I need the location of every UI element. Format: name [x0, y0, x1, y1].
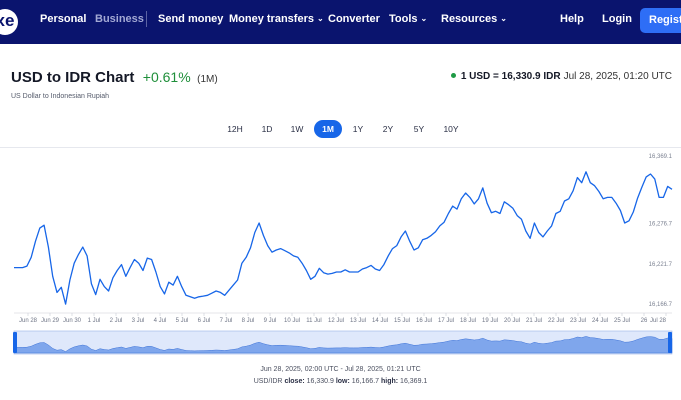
x-tick-label: 18 Jul: [460, 318, 476, 324]
section-divider: [0, 147, 681, 148]
y-tick-label: 16,369.1: [649, 154, 673, 160]
x-tick-label: Jul 28: [650, 318, 667, 324]
nav-business[interactable]: Business: [95, 13, 144, 25]
chevron-down-icon: ⌄: [420, 14, 428, 23]
nav-money-transfers-label: Money transfers: [229, 13, 314, 25]
x-tick-label: 6 Jul: [198, 318, 211, 324]
high-value: 16,369.1: [400, 378, 428, 385]
nav-divider: [146, 11, 147, 27]
y-tick-label: 16,166.7: [649, 302, 673, 308]
tab-12h[interactable]: 12H: [227, 124, 243, 134]
live-rate: 1 USD = 16,330.9 IDR Jul 28, 2025, 01:20 …: [450, 71, 672, 82]
x-tick-label: 5 Jul: [176, 318, 189, 324]
nav-converter[interactable]: Converter: [328, 13, 380, 25]
x-tick-label: 13 Jul: [350, 318, 366, 324]
nav-resources-label: Resources: [441, 13, 498, 25]
nav-help[interactable]: Help: [560, 13, 584, 25]
high-label: high:: [380, 378, 399, 385]
x-tick-label: 9 Jul: [264, 318, 277, 324]
tab-5y[interactable]: 5Y: [413, 124, 425, 134]
x-tick-label: 15 Jul: [394, 318, 410, 324]
x-tick-label: 26: [641, 318, 648, 324]
y-tick-label: 16,276.7: [649, 222, 673, 228]
x-tick-label: Jun 30: [63, 318, 82, 324]
x-tick-label: 7 Jul: [220, 318, 233, 324]
x-tick-label: 23 Jul: [570, 318, 586, 324]
x-tick-label: 14 Jul: [372, 318, 388, 324]
low-label: low:: [335, 378, 350, 385]
x-tick-label: 1 Jul: [88, 318, 101, 324]
chart-heading: USD to IDR Chart +0.61% (1M): [11, 69, 218, 87]
percent-change: +0.61%: [142, 69, 191, 85]
nav-tools-label: Tools: [389, 13, 418, 25]
nav-tools[interactable]: Tools ⌄: [389, 13, 427, 25]
rate-series-line: [14, 171, 673, 305]
page-title: USD to IDR Chart: [11, 69, 135, 86]
x-tick-label: 10 Jul: [284, 318, 300, 324]
tab-1w[interactable]: 1W: [290, 124, 304, 134]
x-tick-label: 19 Jul: [482, 318, 498, 324]
x-tick-label: 21 Jul: [526, 318, 542, 324]
tab-1d[interactable]: 1D: [261, 124, 273, 134]
navigator-left-handle[interactable]: [13, 332, 17, 353]
tab-10y[interactable]: 10Y: [443, 124, 459, 134]
x-tick-label: 24 Jul: [592, 318, 608, 324]
rate-timestamp: Jul 28, 2025, 01:20 UTC: [563, 71, 672, 82]
x-tick-label: 11 Jul: [306, 318, 322, 324]
rate-chart[interactable]: 16,166.716,221.716,276.716,369.1 Jun 28 J…: [0, 148, 681, 358]
tab-2y[interactable]: 2Y: [382, 124, 394, 134]
low-value: 16,166.7: [351, 378, 380, 385]
close-value: 16,330.9: [306, 378, 334, 385]
x-tick-label: 17 Jul: [438, 318, 454, 324]
chevron-down-icon: ⌄: [316, 14, 324, 23]
x-tick-label: 22 Jul: [548, 318, 564, 324]
x-tick-label: 20 Jul: [504, 318, 520, 324]
chevron-down-icon: ⌄: [500, 14, 507, 23]
live-dot-icon: [450, 73, 456, 78]
x-tick-label: 16 Jul: [416, 318, 432, 324]
x-tick-label: Jun 28: [19, 318, 38, 324]
nav-send-money[interactable]: Send money: [158, 13, 224, 25]
tab-1m[interactable]: 1M: [314, 120, 342, 138]
x-tick-label: 2 Jul: [110, 318, 123, 324]
x-tick-label: 25 Jul: [614, 318, 630, 324]
close-label: close:: [284, 378, 305, 385]
x-tick-label: 3 Jul: [132, 318, 145, 324]
change-period: (1M): [197, 74, 218, 85]
current-rate: 1 USD = 16,330.9 IDR: [460, 71, 561, 82]
nav-resources[interactable]: Resources ⌄: [441, 13, 507, 25]
y-tick-label: 16,221.7: [649, 262, 673, 268]
x-tick-label: 12 Jul: [328, 318, 344, 324]
pair-label: USD/IDR: [253, 378, 283, 385]
nav-money-transfers[interactable]: Money transfers ⌄: [229, 13, 324, 25]
y-axis-labels: 16,166.7 16,221.7 16,276.7 16,369.1: [649, 154, 673, 308]
date-range: Jun 28, 2025, 02:00 UTC - Jul 28, 2025, …: [260, 366, 421, 373]
navigator-area: [13, 336, 673, 354]
page-subtitle: US Dollar to Indonesian Rupiah: [11, 93, 110, 100]
nav-login[interactable]: Login: [602, 13, 632, 25]
nav-personal[interactable]: Personal: [40, 13, 87, 25]
tab-1y[interactable]: 1Y: [352, 124, 364, 134]
register-button[interactable]: Registe: [640, 8, 681, 33]
x-tick-label: Jun 29: [41, 318, 60, 324]
top-navigation: xe Personal Business Send money Money tr…: [0, 0, 681, 44]
summary-stats: USD/IDR close: 16,330.9 low: 16,166.7 hi…: [0, 378, 681, 385]
x-tick-label: 4 Jul: [154, 318, 167, 324]
x-axis-labels: Jun 28 Jun 29 Jun 30 1 Jul 2 Jul 3 Jul 4 Jul 5 …: [19, 313, 667, 324]
navigator-right-handle[interactable]: [668, 332, 672, 353]
x-tick-label: 8 Jul: [242, 318, 255, 324]
xe-logo[interactable]: xe: [0, 9, 18, 35]
